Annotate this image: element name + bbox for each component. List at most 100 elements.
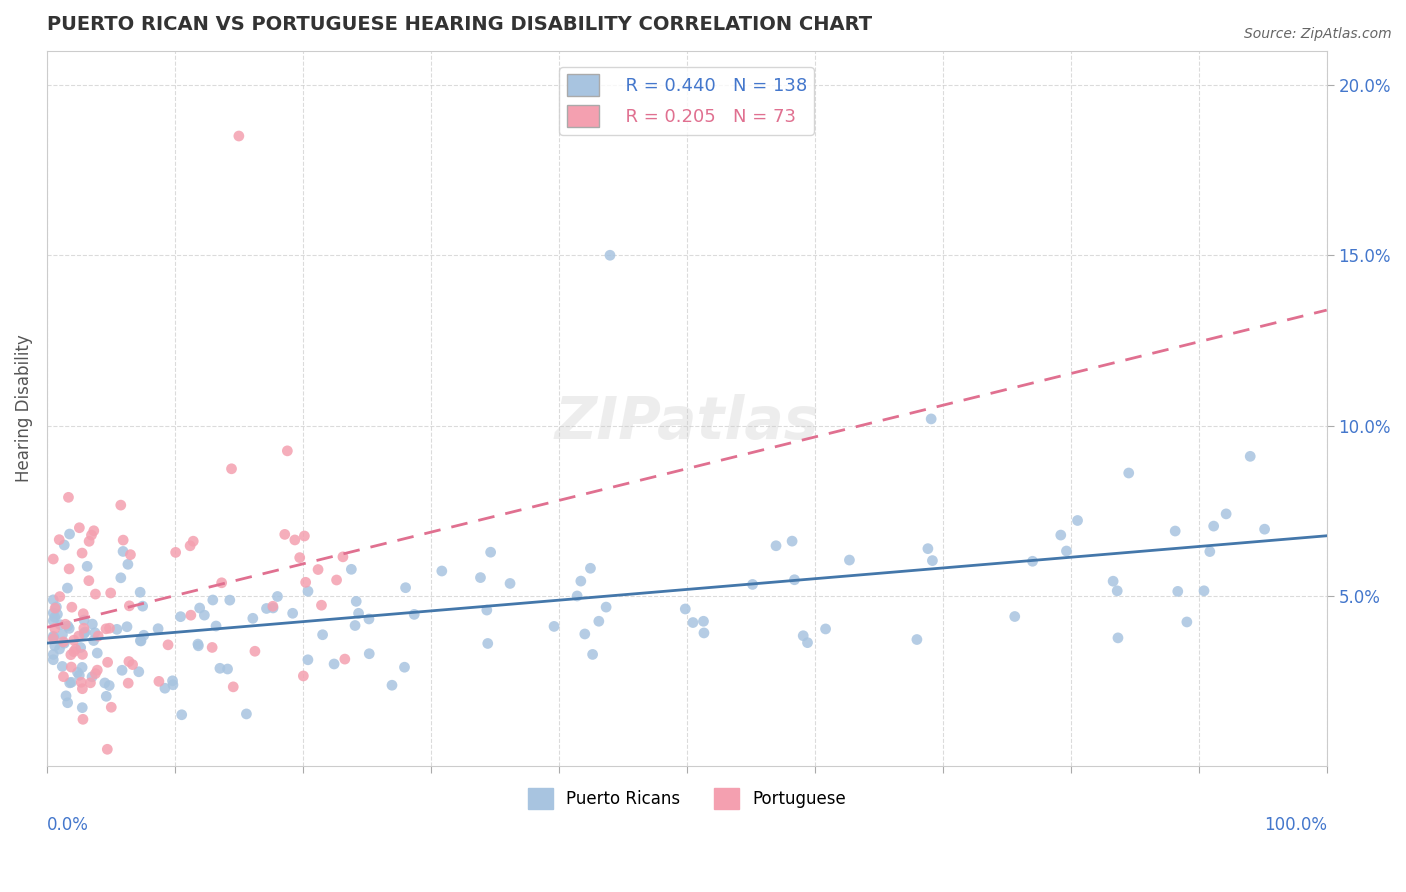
Portuguese [110, 498, 132, 512]
Puerto Ricans [73, 613, 96, 627]
Portuguese [228, 128, 250, 143]
Text: 0.0%: 0.0% [46, 816, 89, 834]
Puerto Ricans [132, 628, 155, 642]
Puerto Ricans [67, 668, 90, 682]
Portuguese [307, 562, 329, 576]
Portuguese [201, 640, 224, 655]
Portuguese [70, 675, 93, 690]
Portuguese [94, 622, 117, 636]
Puerto Ricans [579, 561, 602, 575]
Portuguese [98, 621, 121, 635]
Puerto Ricans [1004, 609, 1026, 624]
Puerto Ricans [75, 625, 97, 640]
Puerto Ricans [905, 632, 928, 647]
Puerto Ricans [1192, 583, 1215, 598]
Puerto Ricans [1056, 544, 1078, 558]
Puerto Ricans [692, 614, 714, 628]
Text: Source: ZipAtlas.com: Source: ZipAtlas.com [1244, 27, 1392, 41]
Puerto Ricans [105, 623, 128, 637]
Puerto Ricans [1215, 507, 1237, 521]
Puerto Ricans [56, 619, 79, 633]
Puerto Ricans [128, 665, 150, 679]
Portuguese [84, 666, 107, 681]
Puerto Ricans [359, 647, 381, 661]
Portuguese [180, 608, 202, 623]
Puerto Ricans [51, 659, 73, 673]
Puerto Ricans [193, 608, 215, 623]
Portuguese [49, 590, 72, 604]
Puerto Ricans [42, 592, 65, 607]
Puerto Ricans [46, 607, 69, 622]
Puerto Ricans [208, 661, 231, 675]
Portuguese [292, 529, 315, 543]
Puerto Ricans [917, 541, 939, 556]
Portuguese [243, 644, 266, 658]
Puerto Ricans [347, 607, 370, 621]
Portuguese [284, 533, 307, 547]
Puerto Ricans [1021, 554, 1043, 568]
Puerto Ricans [1164, 524, 1187, 538]
Puerto Ricans [693, 626, 716, 640]
Puerto Ricans [49, 617, 72, 632]
Portuguese [87, 629, 110, 643]
Portuguese [118, 655, 141, 669]
Puerto Ricans [381, 678, 404, 692]
Puerto Ricans [59, 676, 82, 690]
Puerto Ricans [682, 615, 704, 630]
Puerto Ricans [479, 545, 502, 559]
Portuguese [67, 521, 90, 535]
Puerto Ricans [45, 599, 67, 614]
Puerto Ricans [153, 681, 176, 696]
Puerto Ricans [162, 678, 184, 692]
Portuguese [84, 587, 107, 601]
Portuguese [100, 700, 122, 714]
Puerto Ricans [780, 534, 803, 549]
Portuguese [42, 632, 65, 646]
Portuguese [97, 655, 120, 669]
Puerto Ricans [42, 648, 65, 662]
Puerto Ricans [188, 601, 211, 615]
Portuguese [325, 573, 347, 587]
Puerto Ricans [475, 603, 498, 617]
Portuguese [52, 635, 75, 649]
Puerto Ricans [741, 577, 763, 591]
Puerto Ricans [51, 627, 73, 641]
Portuguese [311, 598, 333, 612]
Puerto Ricans [1175, 615, 1198, 629]
Puerto Ricans [94, 676, 117, 690]
Puerto Ricans [235, 706, 257, 721]
Portuguese [52, 670, 75, 684]
Puerto Ricans [70, 660, 93, 674]
Portuguese [118, 599, 141, 613]
Puerto Ricans [340, 562, 363, 576]
Portuguese [59, 648, 82, 662]
Portuguese [42, 552, 65, 566]
Puerto Ricans [1049, 528, 1071, 542]
Portuguese [77, 574, 100, 588]
Portuguese [83, 524, 105, 538]
Puerto Ricans [921, 553, 943, 567]
Puerto Ricans [117, 558, 139, 572]
Puerto Ricans [262, 601, 284, 615]
Puerto Ricans [574, 627, 596, 641]
Puerto Ricans [96, 690, 118, 704]
Puerto Ricans [187, 637, 209, 651]
Portuguese [276, 443, 298, 458]
Puerto Ricans [48, 642, 70, 657]
Puerto Ricans [129, 634, 152, 648]
Puerto Ricans [796, 635, 818, 649]
Puerto Ricans [1066, 513, 1088, 527]
Puerto Ricans [115, 620, 138, 634]
Puerto Ricans [201, 593, 224, 607]
Portuguese [72, 648, 94, 662]
Portuguese [121, 657, 143, 672]
Portuguese [292, 669, 315, 683]
Puerto Ricans [344, 618, 367, 632]
Puerto Ricans [311, 628, 333, 642]
Puerto Ricans [357, 612, 380, 626]
Puerto Ricans [792, 629, 814, 643]
Y-axis label: Hearing Disability: Hearing Disability [15, 334, 32, 483]
Text: PUERTO RICAN VS PORTUGUESE HEARING DISABILITY CORRELATION CHART: PUERTO RICAN VS PORTUGUESE HEARING DISAB… [46, 15, 872, 34]
Puerto Ricans [42, 606, 65, 620]
Puerto Ricans [1102, 574, 1125, 589]
